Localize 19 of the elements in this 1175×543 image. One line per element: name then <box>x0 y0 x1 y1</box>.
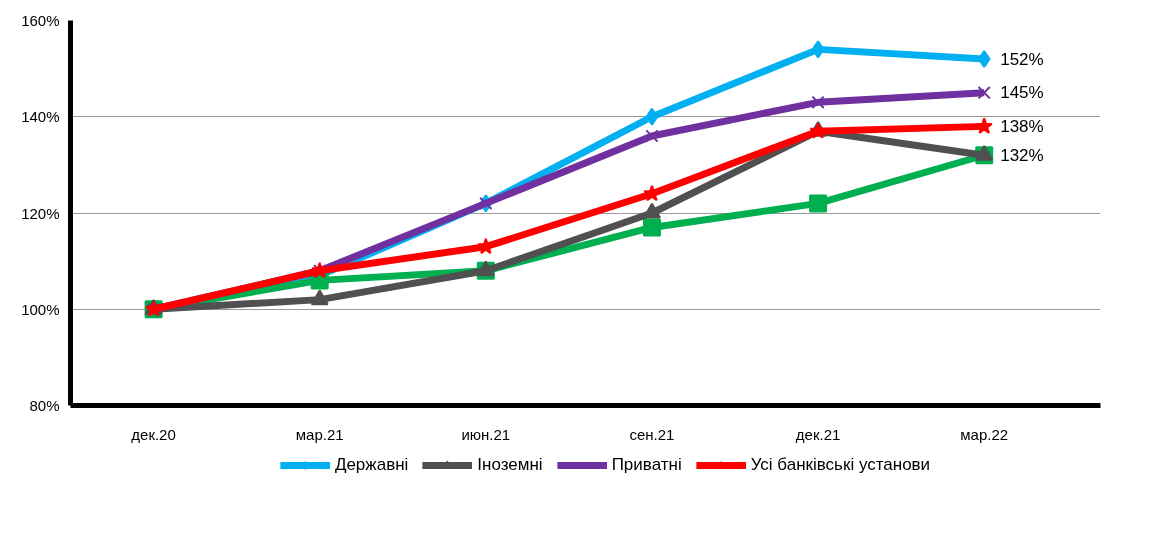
data-label: 145% <box>1000 83 1044 103</box>
legend-label: Усі банківські установи <box>750 455 931 475</box>
y-tick-label: 100% <box>21 300 60 318</box>
y-tick-label: 80% <box>29 397 60 414</box>
legend-label: Іноземні <box>477 455 543 475</box>
y-tick-label: 120% <box>21 204 60 222</box>
x-tick-label: дек.20 <box>131 425 176 443</box>
legend-label: Державні <box>334 455 409 475</box>
x-tick-label: мар.22 <box>960 425 1009 443</box>
x-tick-label: июн.21 <box>461 425 511 443</box>
legend-label: Приватні <box>611 455 682 475</box>
y-tick-label: 160% <box>21 12 60 29</box>
data-label: 138% <box>1000 116 1044 136</box>
data-label: 152% <box>1000 49 1044 69</box>
y-tick-label: 140% <box>21 108 60 126</box>
x-tick-label: сен.21 <box>629 425 675 443</box>
data-label: 132% <box>1000 145 1044 165</box>
x-tick-label: дек.21 <box>795 425 841 443</box>
x-tick-label: мар.21 <box>295 425 344 443</box>
